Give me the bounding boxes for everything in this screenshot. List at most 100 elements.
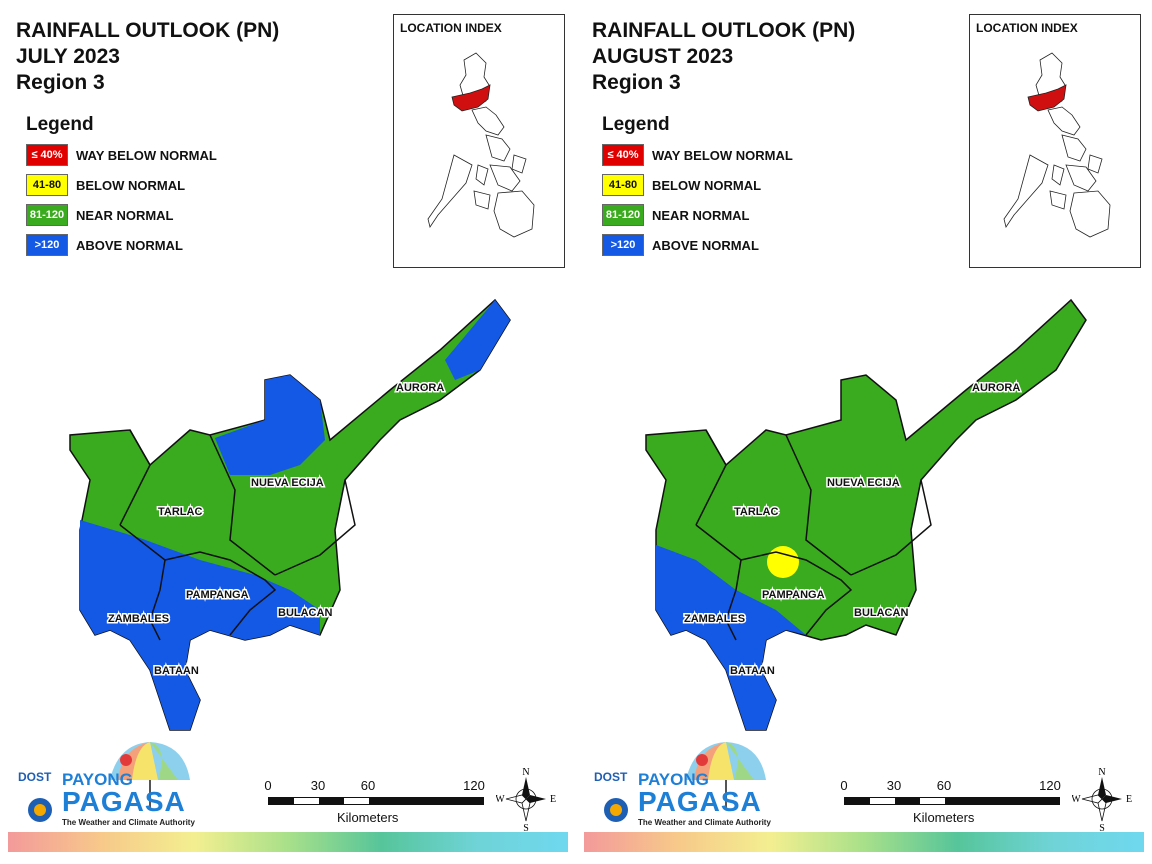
above-normal-area-south — [656, 545, 806, 730]
logo-tagline: The Weather and Climate Authority — [62, 818, 195, 827]
scale-bar: 0 30 60 120 Kilometers — [262, 778, 492, 828]
label-tarlac: TARLAC — [158, 506, 202, 518]
legend-swatch: 41-80 — [602, 174, 644, 196]
label-zambales: ZAMBALES — [684, 613, 745, 625]
region-3-highlight — [1027, 84, 1067, 112]
map-month: AUGUST 2023 — [592, 45, 734, 68]
scale-tick: 30 — [886, 778, 902, 793]
compass-rose-icon: N E S W — [495, 765, 556, 834]
above-normal-area-aurora — [445, 300, 510, 380]
scale-tick: 60 — [360, 778, 376, 793]
map-month: JULY 2023 — [16, 45, 120, 68]
compass-e: E — [1126, 794, 1132, 805]
compass-e: E — [550, 794, 556, 805]
scale-tick: 120 — [463, 778, 485, 793]
legend-swatch: ≤ 40% — [602, 144, 644, 166]
scale-tick: 60 — [936, 778, 952, 793]
legend-item-below-normal: 41-80 BELOW NORMAL — [602, 174, 761, 204]
compass-n: N — [1098, 767, 1105, 778]
legend: Legend ≤ 40% WAY BELOW NORMAL 41-80 BELO… — [602, 114, 793, 264]
legend-swatch: >120 — [602, 234, 644, 256]
compass-n: N — [522, 767, 529, 778]
legend-label: ABOVE NORMAL — [76, 238, 183, 253]
scale-bar: 0 30 60 120 Kilometers — [838, 778, 1068, 828]
location-index-inset: LOCATION INDEX — [969, 14, 1141, 268]
panel-july: RAINFALL OUTLOOK (PN) JULY 2023 Region 3… — [8, 14, 568, 852]
scale-tick: 120 — [1039, 778, 1061, 793]
inset-title: LOCATION INDEX — [976, 21, 1078, 35]
label-pampanga: PAMPANGA — [186, 589, 249, 601]
payong-pagasa-logo: DOST PAYONG PAGASA The Weather and Clima… — [594, 740, 794, 832]
legend-label: WAY BELOW NORMAL — [652, 148, 793, 163]
label-nueva-ecija: NUEVA ECIJA — [827, 477, 900, 489]
scale-tick: 0 — [264, 778, 272, 793]
compass-w: W — [496, 794, 505, 805]
compass-rose-icon: N E S W — [1071, 765, 1132, 834]
label-bataan: BATAAN — [154, 665, 199, 677]
scale-tick: 0 — [840, 778, 848, 793]
legend-label: NEAR NORMAL — [76, 208, 174, 223]
logo-dost: DOST — [594, 770, 628, 784]
legend-swatch: 81-120 — [602, 204, 644, 226]
legend-swatch: 41-80 — [26, 174, 68, 196]
label-tarlac: TARLAC — [734, 506, 778, 518]
legend-item-below-normal: 41-80 BELOW NORMAL — [26, 174, 185, 204]
region-3-map-july: AURORA NUEVA ECIJA TARLAC PAMPANGA BULAC… — [69, 298, 511, 731]
scale-tick: 30 — [310, 778, 326, 793]
legend-label: WAY BELOW NORMAL — [76, 148, 217, 163]
legend-label: BELOW NORMAL — [652, 178, 762, 193]
legend-item-way-below-normal: ≤ 40% WAY BELOW NORMAL — [602, 144, 793, 174]
logo-payong: PAYONG — [62, 770, 133, 789]
label-bataan: BATAAN — [730, 665, 775, 677]
legend-title: Legend — [602, 114, 670, 135]
label-nueva-ecija: NUEVA ECIJA — [251, 477, 324, 489]
title-block: RAINFALL OUTLOOK (PN) AUGUST 2023 Region… — [592, 18, 855, 96]
map-title: RAINFALL OUTLOOK (PN) — [16, 19, 280, 42]
legend-label: NEAR NORMAL — [652, 208, 750, 223]
legend-swatch: ≤ 40% — [26, 144, 68, 166]
region-3-highlight — [451, 84, 491, 112]
label-zambales: ZAMBALES — [108, 613, 169, 625]
sun-icon — [120, 754, 132, 766]
title-block: RAINFALL OUTLOOK (PN) JULY 2023 Region 3 — [16, 18, 279, 96]
logo-pagasa: PAGASA — [638, 786, 762, 817]
map-title: RAINFALL OUTLOOK (PN) — [592, 19, 856, 42]
location-index-inset: LOCATION INDEX — [393, 14, 565, 268]
label-bulacan: BULACAN — [278, 607, 332, 619]
sun-icon — [696, 754, 708, 766]
compass-s: S — [1099, 823, 1105, 833]
footer-gradient-bar — [584, 832, 1144, 852]
legend-item-near-normal: 81-120 NEAR NORMAL — [602, 204, 750, 234]
label-aurora: AURORA — [396, 382, 444, 394]
logo-pagasa: PAGASA — [62, 786, 186, 817]
legend-item-way-below-normal: ≤ 40% WAY BELOW NORMAL — [26, 144, 217, 174]
legend-swatch: 81-120 — [26, 204, 68, 226]
map-region: Region 3 — [592, 71, 681, 94]
map-region: Region 3 — [16, 71, 105, 94]
label-pampanga: PAMPANGA — [762, 589, 825, 601]
payong-pagasa-logo: DOST PAYONG PAGASA The Weather and Clima… — [18, 740, 218, 832]
inset-title: LOCATION INDEX — [400, 21, 502, 35]
umbrella-icon — [604, 742, 766, 822]
legend-label: ABOVE NORMAL — [652, 238, 759, 253]
umbrella-icon — [28, 742, 190, 822]
legend-swatch: >120 — [26, 234, 68, 256]
region-landmass — [69, 298, 511, 731]
compass-s: S — [523, 823, 529, 833]
region-3-map-august: AURORA NUEVA ECIJA TARLAC PAMPANGA BULAC… — [645, 298, 1087, 731]
philippines-locator-map — [427, 52, 535, 238]
label-bulacan: BULACAN — [854, 607, 908, 619]
logo-dost: DOST — [18, 770, 52, 784]
compass-w: W — [1072, 794, 1081, 805]
panel-august: RAINFALL OUTLOOK (PN) AUGUST 2023 Region… — [576, 0, 1152, 864]
logo-payong: PAYONG — [638, 770, 709, 789]
philippines-locator-map — [1003, 52, 1111, 238]
above-normal-area-north — [215, 375, 325, 475]
scale-unit: Kilometers — [913, 810, 975, 825]
legend-item-above-normal: >120 ABOVE NORMAL — [602, 234, 759, 264]
legend-item-near-normal: 81-120 NEAR NORMAL — [26, 204, 174, 234]
logo-tagline: The Weather and Climate Authority — [638, 818, 771, 827]
above-normal-area-south — [80, 520, 320, 730]
below-normal-spot — [767, 546, 799, 578]
scale-unit: Kilometers — [337, 810, 399, 825]
